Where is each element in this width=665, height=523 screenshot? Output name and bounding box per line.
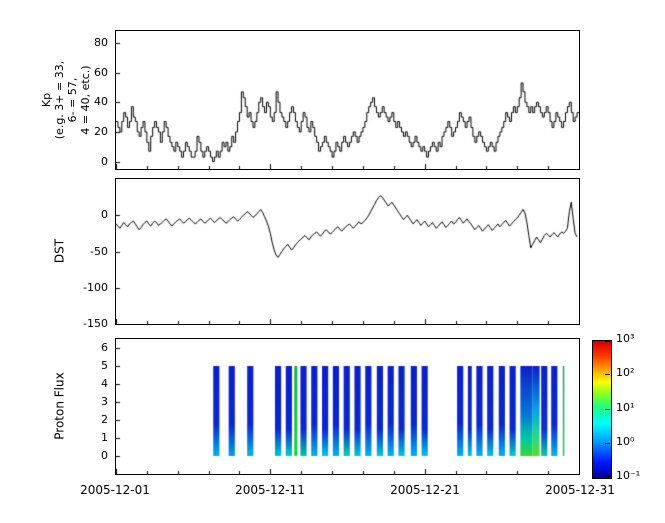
flux-ytick-label: 1 xyxy=(101,431,108,444)
colorbar-tick-label: 10⁰ xyxy=(616,434,635,448)
proton-flux-panel xyxy=(115,338,580,475)
colorbar-tick-label: 10¹ xyxy=(616,400,635,414)
flux-ytick-label: 3 xyxy=(101,395,108,408)
flux-ytick-label: 6 xyxy=(101,341,108,354)
flux-ytick-label: 4 xyxy=(101,377,108,390)
colorbar-tick-label: 10⁻¹ xyxy=(616,469,641,482)
dst-ytick-label: 0 xyxy=(101,208,108,222)
dst-ytick-label: -50 xyxy=(90,244,108,258)
dst-ytick-label: -150 xyxy=(83,317,108,330)
kp-plot xyxy=(116,31,579,169)
x-tick-label: 2005-12-01 xyxy=(80,483,150,497)
flux-ytick-label: 5 xyxy=(101,359,108,372)
colorbar-tick-label: 10² xyxy=(616,366,635,380)
kp-panel xyxy=(115,30,580,170)
flux-ytick-label: 0 xyxy=(101,449,108,462)
flux-ytick-label: 2 xyxy=(101,413,108,426)
colorbar xyxy=(592,340,612,479)
x-tick-label: 2005-12-11 xyxy=(235,483,305,497)
dst-axis-label: DST xyxy=(52,238,67,264)
proton-flux-heatmap xyxy=(116,339,579,474)
colorbar-tick-label: 10³ xyxy=(616,332,635,345)
kp-axis-label: Kp (e.g. 3+ = 33, 6- = 57, 4 = 40, etc.) xyxy=(40,60,92,140)
dst-ytick-label: -100 xyxy=(83,280,108,294)
proton-flux-axis-label: Proton Flux xyxy=(52,372,67,440)
dst-panel xyxy=(115,178,580,325)
dst-plot xyxy=(116,179,579,324)
x-tick-label: 2005-12-31 xyxy=(545,483,615,497)
x-tick-label: 2005-12-21 xyxy=(390,483,460,497)
